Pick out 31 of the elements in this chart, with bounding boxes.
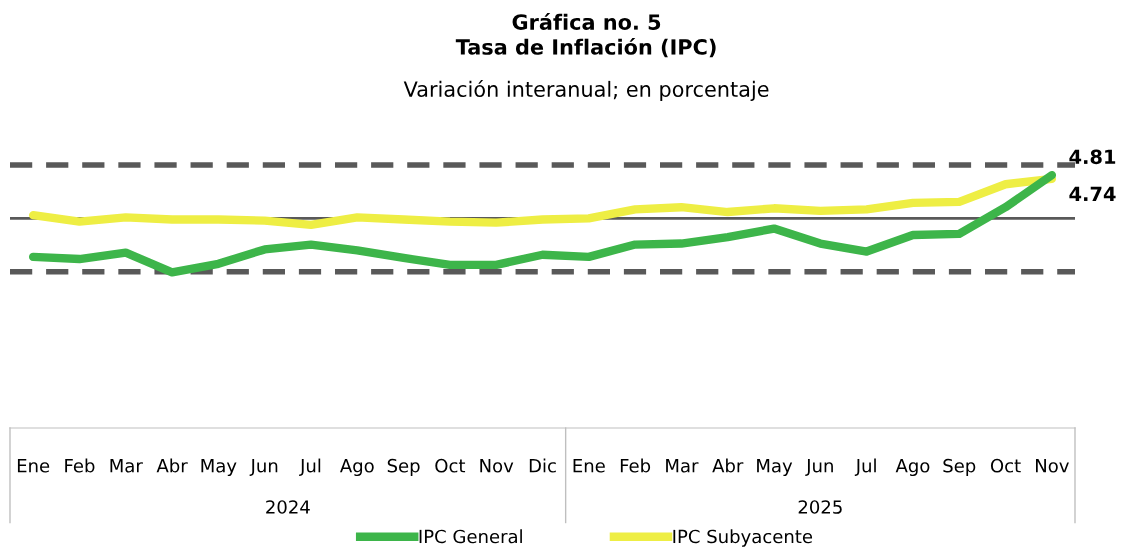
- x-tick-label: Oct: [990, 458, 1021, 473]
- text: 2024: [266, 500, 310, 514]
- x-tick-label: Ago: [339, 459, 374, 477]
- x-tick-label: Jul: [299, 458, 321, 476]
- chart-title: Gráfica no. 5 Tasa de Inflación (IPC): [455, 12, 716, 58]
- x-tick-label: Feb: [620, 458, 651, 473]
- x-tick-label: Oct: [435, 458, 466, 473]
- x-tick-label: Jun: [805, 459, 833, 476]
- x-tick-label: Sep: [387, 458, 420, 477]
- x-tick-label: Nov: [480, 459, 514, 473]
- x-tick-label: Mar: [110, 459, 143, 473]
- x-tick-label: Nov: [1036, 459, 1069, 473]
- x-tick-label: May: [201, 459, 237, 477]
- data-label: 4.74: [1069, 186, 1116, 201]
- x-tick-label: May: [757, 459, 793, 477]
- x-tick-label: Mar: [666, 459, 699, 473]
- x-tick-label: Dic: [529, 458, 556, 473]
- x-tick-label: Feb: [65, 458, 95, 473]
- x-tick-label: Ene: [573, 459, 605, 473]
- x-tick-label: Jun: [249, 459, 278, 476]
- legend-label: IPC General: [419, 529, 522, 544]
- x-tick-label: Ago: [895, 459, 930, 477]
- data-label: 4.81: [1069, 149, 1116, 165]
- x-tick-label: Ene: [17, 459, 50, 473]
- text: 2025: [798, 500, 842, 514]
- chart-subtitle: Variación interanual; en porcentaje: [403, 80, 769, 102]
- x-tick-label: Jul: [854, 458, 876, 476]
- legend-label: IPC Subyacente: [673, 529, 813, 547]
- x-tick-label: Abr: [156, 458, 188, 473]
- x-tick-label: Sep: [943, 458, 976, 477]
- x-tick-label: Abr: [712, 458, 744, 473]
